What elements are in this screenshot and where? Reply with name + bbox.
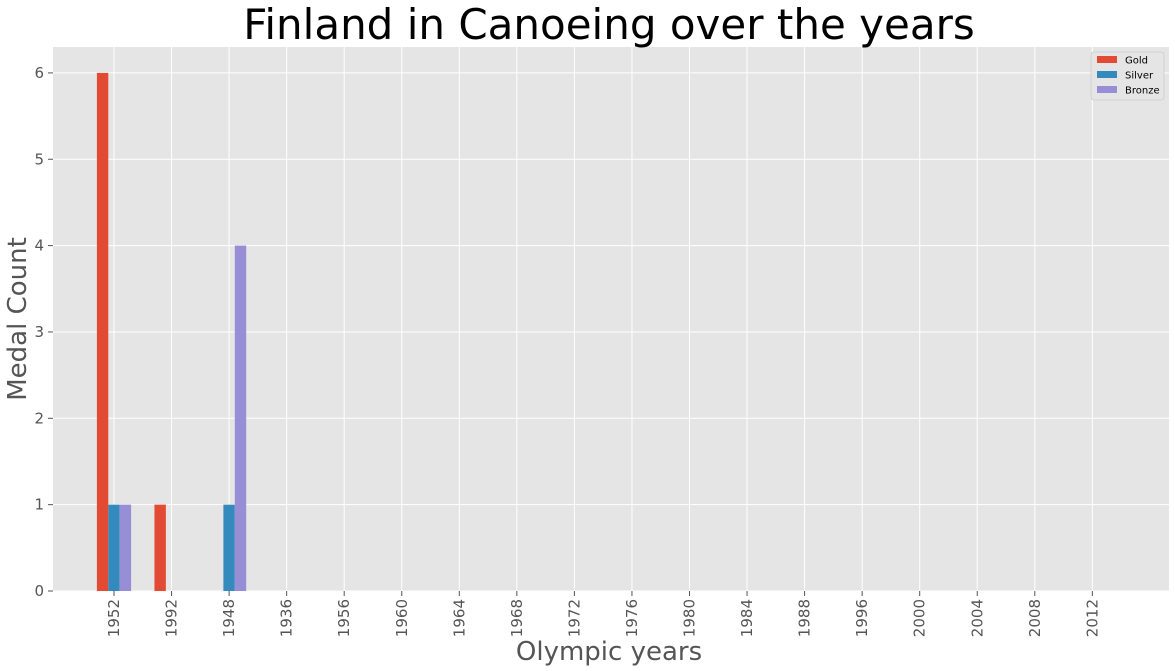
- chart-title: Finland in Canoeing over the years: [243, 0, 974, 49]
- legend-label-gold: Gold: [1125, 56, 1148, 67]
- x-tick-label: 1976: [623, 599, 641, 637]
- x-tick-label: 2000: [911, 599, 929, 637]
- bar-gold-1952: [96, 72, 109, 591]
- bar-silver-1952: [108, 504, 120, 591]
- legend-swatch-bronze: [1097, 86, 1117, 93]
- x-tick-label: 1996: [853, 599, 871, 637]
- x-tick-label: 1964: [450, 599, 468, 637]
- bar-bronze-1948: [234, 245, 247, 591]
- x-tick-label: 1968: [508, 599, 526, 637]
- x-tick-label: 2004: [968, 599, 986, 637]
- legend-label-silver: Silver: [1125, 71, 1154, 82]
- plot-area: [53, 47, 1169, 591]
- x-axis-label: Olympic years: [516, 637, 702, 667]
- x-tick-label: 1980: [681, 599, 699, 637]
- x-tick-label: 1960: [393, 599, 411, 637]
- y-tick-label: 5: [34, 150, 44, 168]
- x-tick-label: 2008: [1026, 599, 1044, 637]
- legend-swatch-silver: [1097, 71, 1117, 78]
- y-tick-label: 4: [34, 237, 44, 255]
- y-ticks: 0 1 2 3 4 5 6: [34, 64, 53, 600]
- y-tick-label: 3: [34, 323, 44, 341]
- x-tick-label: 1956: [335, 599, 353, 637]
- x-tick-label: 1936: [278, 599, 296, 637]
- x-ticks: 1952 1992 1948 1936 1956 1960 1964 1968 1972 1976…: [105, 591, 1101, 637]
- x-tick-label: 1988: [796, 599, 814, 637]
- x-tick-label: 1952: [105, 599, 123, 637]
- x-tick-label: 2012: [1083, 599, 1101, 637]
- x-tick-label: 1992: [163, 599, 181, 637]
- bar-silver-1948: [223, 504, 235, 591]
- grid-lines: [53, 47, 1169, 592]
- y-tick-label: 0: [34, 582, 44, 600]
- x-tick-label: 1984: [738, 599, 756, 637]
- bar-bronze-1952: [119, 504, 132, 591]
- y-tick-label: 1: [34, 496, 44, 514]
- legend: Gold Silver Bronze: [1090, 51, 1165, 101]
- y-tick-label: 6: [34, 64, 44, 82]
- y-axis-label: Medal Count: [3, 237, 33, 401]
- x-tick-label: 1972: [565, 599, 583, 637]
- legend-label-bronze: Bronze: [1125, 86, 1160, 97]
- legend-swatch-gold: [1097, 56, 1117, 63]
- bar-gold-1992: [154, 504, 166, 591]
- x-tick-label: 1948: [220, 599, 238, 637]
- y-tick-label: 2: [34, 409, 44, 427]
- bars: [96, 72, 247, 591]
